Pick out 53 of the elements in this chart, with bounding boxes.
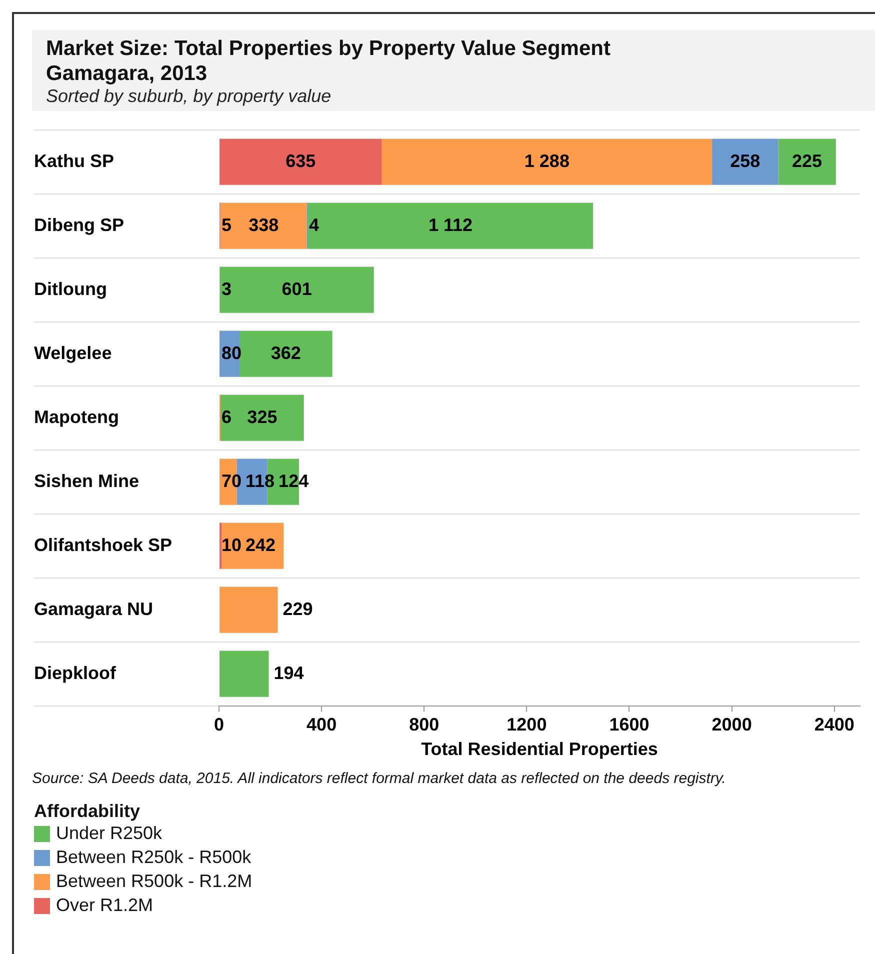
data-label: 229 [282,599,313,620]
data-label: 225 [792,151,822,172]
data-label: 635 [286,151,316,172]
x-tick-label: 2400 [814,714,854,735]
x-tick-label: 1600 [609,714,650,735]
x-tick-label: 800 [409,714,440,735]
source-note: Source: SA Deeds data, 2015. All indicators reflect formal market data as reflected on the deeds registry. [32,769,727,789]
data-label: 5 [222,215,232,236]
legend-label: Between R250k - R500k [56,847,252,868]
data-label: 4 [308,215,319,236]
data-label: 10 [222,535,242,556]
y-tick-label: Olifantshoek SP [34,535,172,556]
x-tick-label: 400 [306,714,337,735]
chart-title: Market Size: Total Properties by Property Value Segment Gamagara, 2013 [46,36,612,86]
bar [220,139,382,186]
y-tick-label: Dibeng SP [34,215,124,236]
y-tick-label: Welgelee [34,343,112,364]
bar [220,395,304,442]
bar [220,587,278,634]
y-tick-label: Kathu SP [34,151,114,172]
y-tick-label: Mapoteng [34,407,119,428]
bar [220,267,374,314]
y-tick-label: Gamagara NU [34,599,154,620]
legend-label: Under R250k [56,823,162,844]
x-tick-label: 0 [214,714,224,735]
data-label: 362 [270,343,301,364]
y-tick-label: Ditloung [34,279,107,300]
data-label: 601 [282,279,312,300]
bar [308,203,594,250]
data-label: 3 [222,279,232,300]
x-axis-title: Total Residential Properties [421,740,658,760]
data-label: 338 [248,215,279,236]
data-label: 1 288 [524,151,570,172]
bar [712,139,778,186]
x-tick-label: 1200 [506,714,547,735]
legend-label: Over R1.2M [56,895,154,916]
data-label: 325 [247,407,278,428]
data-label: 6 [222,407,232,428]
data-label: 194 [274,663,304,684]
data-label: 242 [246,535,276,556]
bar [240,331,332,378]
bar [220,203,307,250]
legend-label: Between R500k - R1.2M [56,871,252,892]
data-label: 258 [730,151,760,172]
chart-subtitle: Sorted by suburb, by property value [46,86,332,108]
legend-title: Affordability [34,800,141,822]
y-tick-label: Sishen Mine [34,471,140,492]
bar [382,139,712,186]
x-tick-label: 2000 [712,714,752,735]
data-label: 1 112 [428,215,473,236]
bar [220,651,269,698]
y-tick-label: Diepkloof [34,663,118,684]
bar [778,139,836,186]
